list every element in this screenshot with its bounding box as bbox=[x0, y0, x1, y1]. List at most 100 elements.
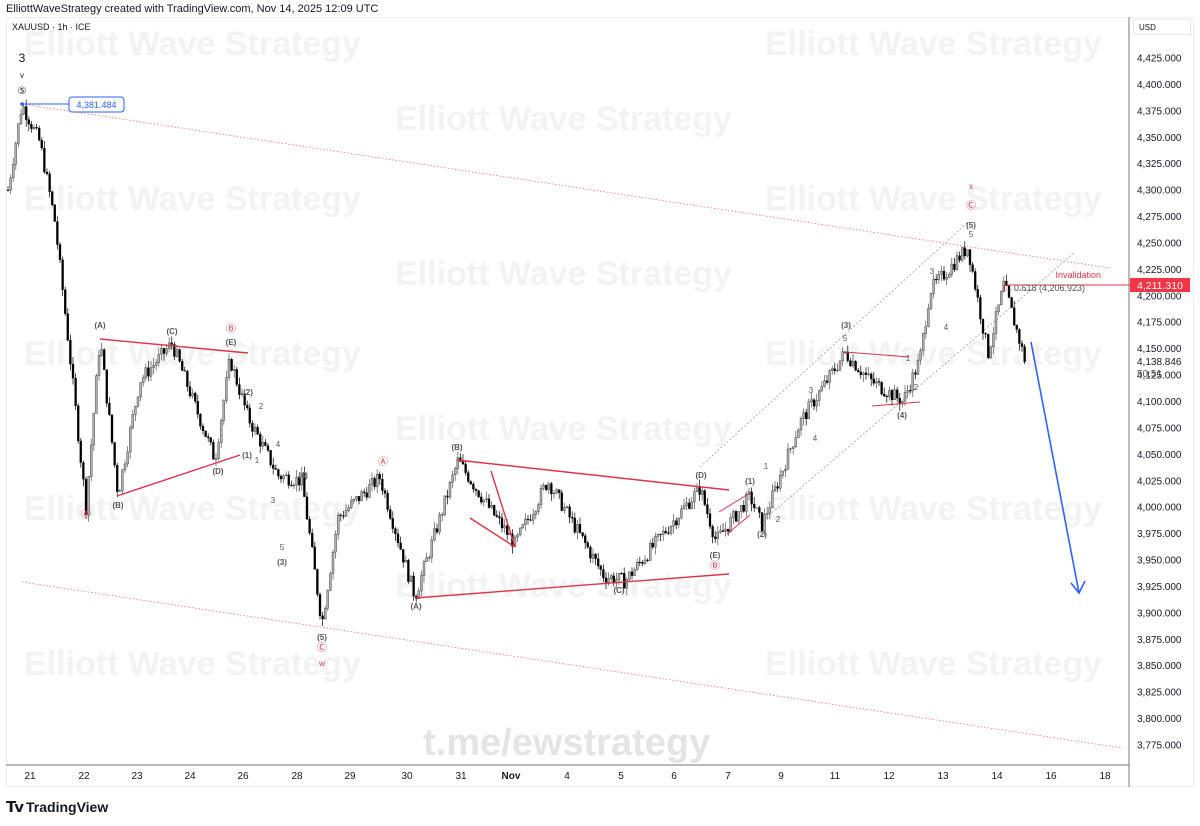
price-tick-label: 4,100.000 bbox=[1137, 397, 1182, 408]
wave-label: (5) bbox=[317, 633, 327, 642]
rising-channel-lower[interactable] bbox=[759, 251, 1076, 524]
wave-label: (1) bbox=[745, 477, 755, 486]
wave-label: 1 bbox=[764, 462, 769, 471]
time-tick-label: 24 bbox=[184, 771, 196, 782]
wave-label-red: Ⓑ bbox=[710, 560, 720, 572]
wave-label: ⑤ bbox=[18, 86, 27, 97]
price-tick-label: 3,800.000 bbox=[1137, 714, 1182, 725]
last-price-label: 4,138.846 bbox=[1137, 357, 1182, 368]
price-tick-label: 4,250.000 bbox=[1137, 238, 1182, 249]
top-price-label-box[interactable] bbox=[68, 96, 125, 113]
top-price-dot bbox=[20, 102, 24, 106]
price-tick-label: 4,000.000 bbox=[1137, 503, 1182, 514]
tradingview-footer[interactable]: 𝗧𝘃 TradingView bbox=[6, 798, 108, 816]
price-tick-label: 4,300.000 bbox=[1137, 186, 1182, 197]
wave-label: (E) bbox=[710, 551, 721, 560]
time-tick-label: 29 bbox=[344, 771, 356, 782]
channel-upper-line[interactable] bbox=[21, 103, 1111, 269]
price-tick-label: 3,875.000 bbox=[1137, 635, 1182, 646]
wedge-pattern[interactable] bbox=[718, 351, 921, 535]
top-price-label: 4,381.484 bbox=[76, 100, 116, 110]
triangle-pattern-2[interactable] bbox=[414, 459, 730, 599]
time-tick-label: 11 bbox=[830, 771, 841, 782]
triangle-pattern-1[interactable] bbox=[99, 338, 249, 497]
wave-label: 3 bbox=[271, 496, 276, 505]
time-tick-label: Nov bbox=[502, 771, 521, 782]
wave-label: (B) bbox=[451, 443, 462, 452]
time-tick-label: 28 bbox=[291, 771, 303, 782]
price-tick-label: 4,175.000 bbox=[1137, 318, 1182, 329]
time-tick-label: 14 bbox=[991, 771, 1003, 782]
price-tick-label: 3,775.000 bbox=[1137, 740, 1182, 751]
tradingview-brand: TradingView bbox=[26, 799, 109, 815]
rising-channel-upper[interactable] bbox=[699, 221, 969, 468]
wave-label-red: Ⓐ bbox=[378, 456, 388, 468]
price-tick-label: 4,350.000 bbox=[1137, 133, 1182, 144]
time-tick-label: 6 bbox=[671, 771, 677, 782]
time-tick-label: 22 bbox=[78, 771, 90, 782]
price-tick-label: 3,850.000 bbox=[1137, 661, 1182, 672]
wave-label: (D) bbox=[695, 471, 706, 480]
watermark-text: Elliott Wave Strategy bbox=[765, 335, 1102, 373]
watermark-text: Elliott Wave Strategy bbox=[24, 25, 361, 63]
candlestick-series bbox=[6, 99, 1026, 626]
wave-label: (E) bbox=[226, 338, 237, 347]
watermark-text: Elliott Wave Strategy bbox=[24, 645, 361, 683]
wave-label: (2) bbox=[757, 530, 767, 539]
wave-label-red: Invalidation bbox=[1055, 270, 1101, 280]
price-tick-label: 4,125.000 bbox=[1137, 371, 1182, 382]
price-tick-label: 4,325.000 bbox=[1137, 159, 1182, 170]
wave-label: (1) bbox=[242, 451, 252, 460]
time-tick-label: 18 bbox=[1099, 771, 1111, 782]
time-tick-label: 31 bbox=[455, 771, 467, 782]
price-tick-label: 4,425.000 bbox=[1137, 54, 1182, 65]
wave-label: (C) bbox=[613, 586, 624, 595]
price-tick-label: 4,225.000 bbox=[1137, 265, 1182, 276]
wave-label-red: Ⓒ bbox=[317, 642, 327, 654]
wave-label: 5 bbox=[969, 230, 974, 239]
wave-label: 3 bbox=[809, 386, 814, 395]
wave-label: (A) bbox=[94, 321, 105, 330]
wave-label: (C) bbox=[166, 327, 177, 336]
wave-label: 1 bbox=[255, 456, 260, 465]
wave-label-red: Ⓒ bbox=[966, 200, 976, 212]
watermark-link: t.me/ewstrategy bbox=[423, 722, 710, 764]
watermark-text: Elliott Wave Strategy bbox=[395, 410, 732, 448]
wave-annotations: 3v⑤(A)(B)(C)(D)(E)ⒷⒶ(2)2(1)1435(3)(4)(5)… bbox=[18, 51, 1101, 668]
price-tick-label: 3,825.000 bbox=[1137, 688, 1182, 699]
time-tick-label: 21 bbox=[24, 771, 36, 782]
wave-label: 2 bbox=[914, 383, 919, 392]
wave-label: (D) bbox=[212, 467, 223, 476]
wave-label: 4 bbox=[276, 440, 281, 449]
time-tick-label: 30 bbox=[401, 771, 413, 782]
wave-label: 4 bbox=[944, 323, 949, 332]
time-tick-label: 12 bbox=[883, 771, 895, 782]
watermark-text: Elliott Wave Strategy bbox=[765, 645, 1102, 683]
wave-label: 2 bbox=[776, 515, 781, 524]
symbol-label[interactable]: XAUUSD · 1h · ICE bbox=[12, 22, 91, 32]
price-tick-label: 4,050.000 bbox=[1137, 450, 1182, 461]
watermark-text: Elliott Wave Strategy bbox=[24, 180, 361, 218]
watermark-text: Elliott Wave Strategy bbox=[765, 25, 1102, 63]
time-axis[interactable]: 21 22 23 24 26 28 29 30 31 Nov 4 5 6 7 9 11 12 13 14 16 18 bbox=[24, 771, 1111, 782]
wave-label: (3) bbox=[277, 558, 287, 567]
time-tick-label: 5 bbox=[618, 771, 624, 782]
wave-label: 5 bbox=[843, 334, 848, 343]
time-tick-label: 7 bbox=[725, 771, 731, 782]
wave-label: v bbox=[20, 71, 24, 80]
price-axis[interactable]: 4,425.000 4,400.000 4,375.000 4,350.000 4,32… bbox=[1137, 54, 1182, 752]
watermark-group: Elliott Wave Strategy Elliott Wave Strat… bbox=[24, 25, 1102, 683]
time-tick-label: 16 bbox=[1045, 771, 1057, 782]
projection-arrow[interactable] bbox=[1030, 341, 1086, 595]
wave-label: (3) bbox=[841, 321, 851, 330]
price-tick-label: 4,375.000 bbox=[1137, 106, 1182, 117]
currency-selector[interactable]: USD bbox=[1133, 19, 1191, 35]
wave-label: (B) bbox=[112, 501, 123, 510]
watermark-text: Elliott Wave Strategy bbox=[24, 335, 361, 373]
wave-label: (2) bbox=[243, 388, 253, 397]
price-tick-label: 4,275.000 bbox=[1137, 212, 1182, 223]
price-tick-label: 4,400.000 bbox=[1137, 80, 1182, 91]
wave-label-red: Ⓐ bbox=[81, 508, 91, 520]
wave-label: (A) bbox=[410, 602, 421, 611]
